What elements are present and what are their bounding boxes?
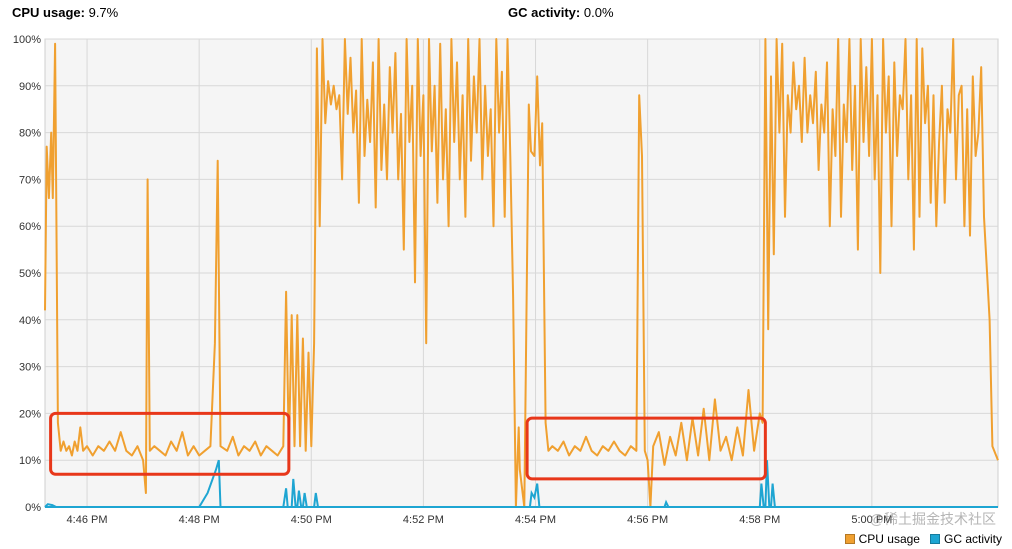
x-tick-label: 4:50 PM — [291, 514, 332, 526]
y-tick-label: 40% — [19, 315, 41, 327]
highlight-boxes — [49, 411, 767, 481]
y-tick-label: 10% — [19, 455, 41, 467]
y-tick-label: 90% — [19, 81, 41, 93]
y-tick-label: 60% — [19, 221, 41, 233]
x-tick-label: 5:00 PM — [851, 514, 892, 526]
legend-swatch-cpu — [844, 534, 855, 544]
legend-label-cpu: CPU usage — [858, 532, 920, 546]
highlight-box — [49, 411, 291, 476]
x-tick-label: 4:52 PM — [403, 514, 444, 526]
gc-activity-readout: GC activity: 0.0% — [508, 5, 614, 20]
y-tick-label: 100% — [13, 34, 41, 46]
y-axis-ticks: 0% 10% 20% 30% 40% 50% 60% 70% 80% 90% 100% — [13, 34, 41, 514]
x-tick-label: 4:46 PM — [67, 514, 108, 526]
gc-activity-label: GC activity: — [508, 5, 581, 20]
legend-swatch-gc — [929, 534, 940, 544]
cpu-usage-label: CPU usage: — [12, 5, 85, 20]
cpu-usage-readout: CPU usage: 9.7% — [12, 5, 118, 20]
gc-activity-value: 0.0% — [583, 5, 614, 20]
x-tick-label: 4:48 PM — [179, 514, 220, 526]
legend: CPU usage GC activity — [844, 532, 1002, 546]
highlight-box — [525, 416, 767, 481]
x-axis-ticks: 4:46 PM 4:48 PM 4:50 PM 4:52 PM 4:54 PM 4:56 … — [67, 514, 893, 526]
x-tick-label: 4:56 PM — [627, 514, 668, 526]
y-tick-label: 0% — [25, 502, 41, 514]
x-tick-label: 4:54 PM — [515, 514, 556, 526]
x-tick-label: 4:58 PM — [739, 514, 780, 526]
series-cpu-usage-line — [44, 38, 999, 508]
watermark-text: @稀土掘金技术社区 — [869, 511, 996, 527]
legend-label-gc: GC activity — [943, 532, 1002, 546]
y-tick-label: 20% — [19, 408, 41, 420]
y-tick-label: 80% — [19, 128, 41, 140]
y-tick-label: 30% — [19, 362, 41, 374]
y-tick-label: 50% — [19, 268, 41, 280]
cpu-usage-value: 9.7% — [88, 5, 119, 20]
legend-item-cpu: CPU usage — [844, 532, 920, 546]
legend-item-gc: GC activity — [929, 532, 1002, 546]
y-tick-label: 70% — [19, 174, 41, 186]
